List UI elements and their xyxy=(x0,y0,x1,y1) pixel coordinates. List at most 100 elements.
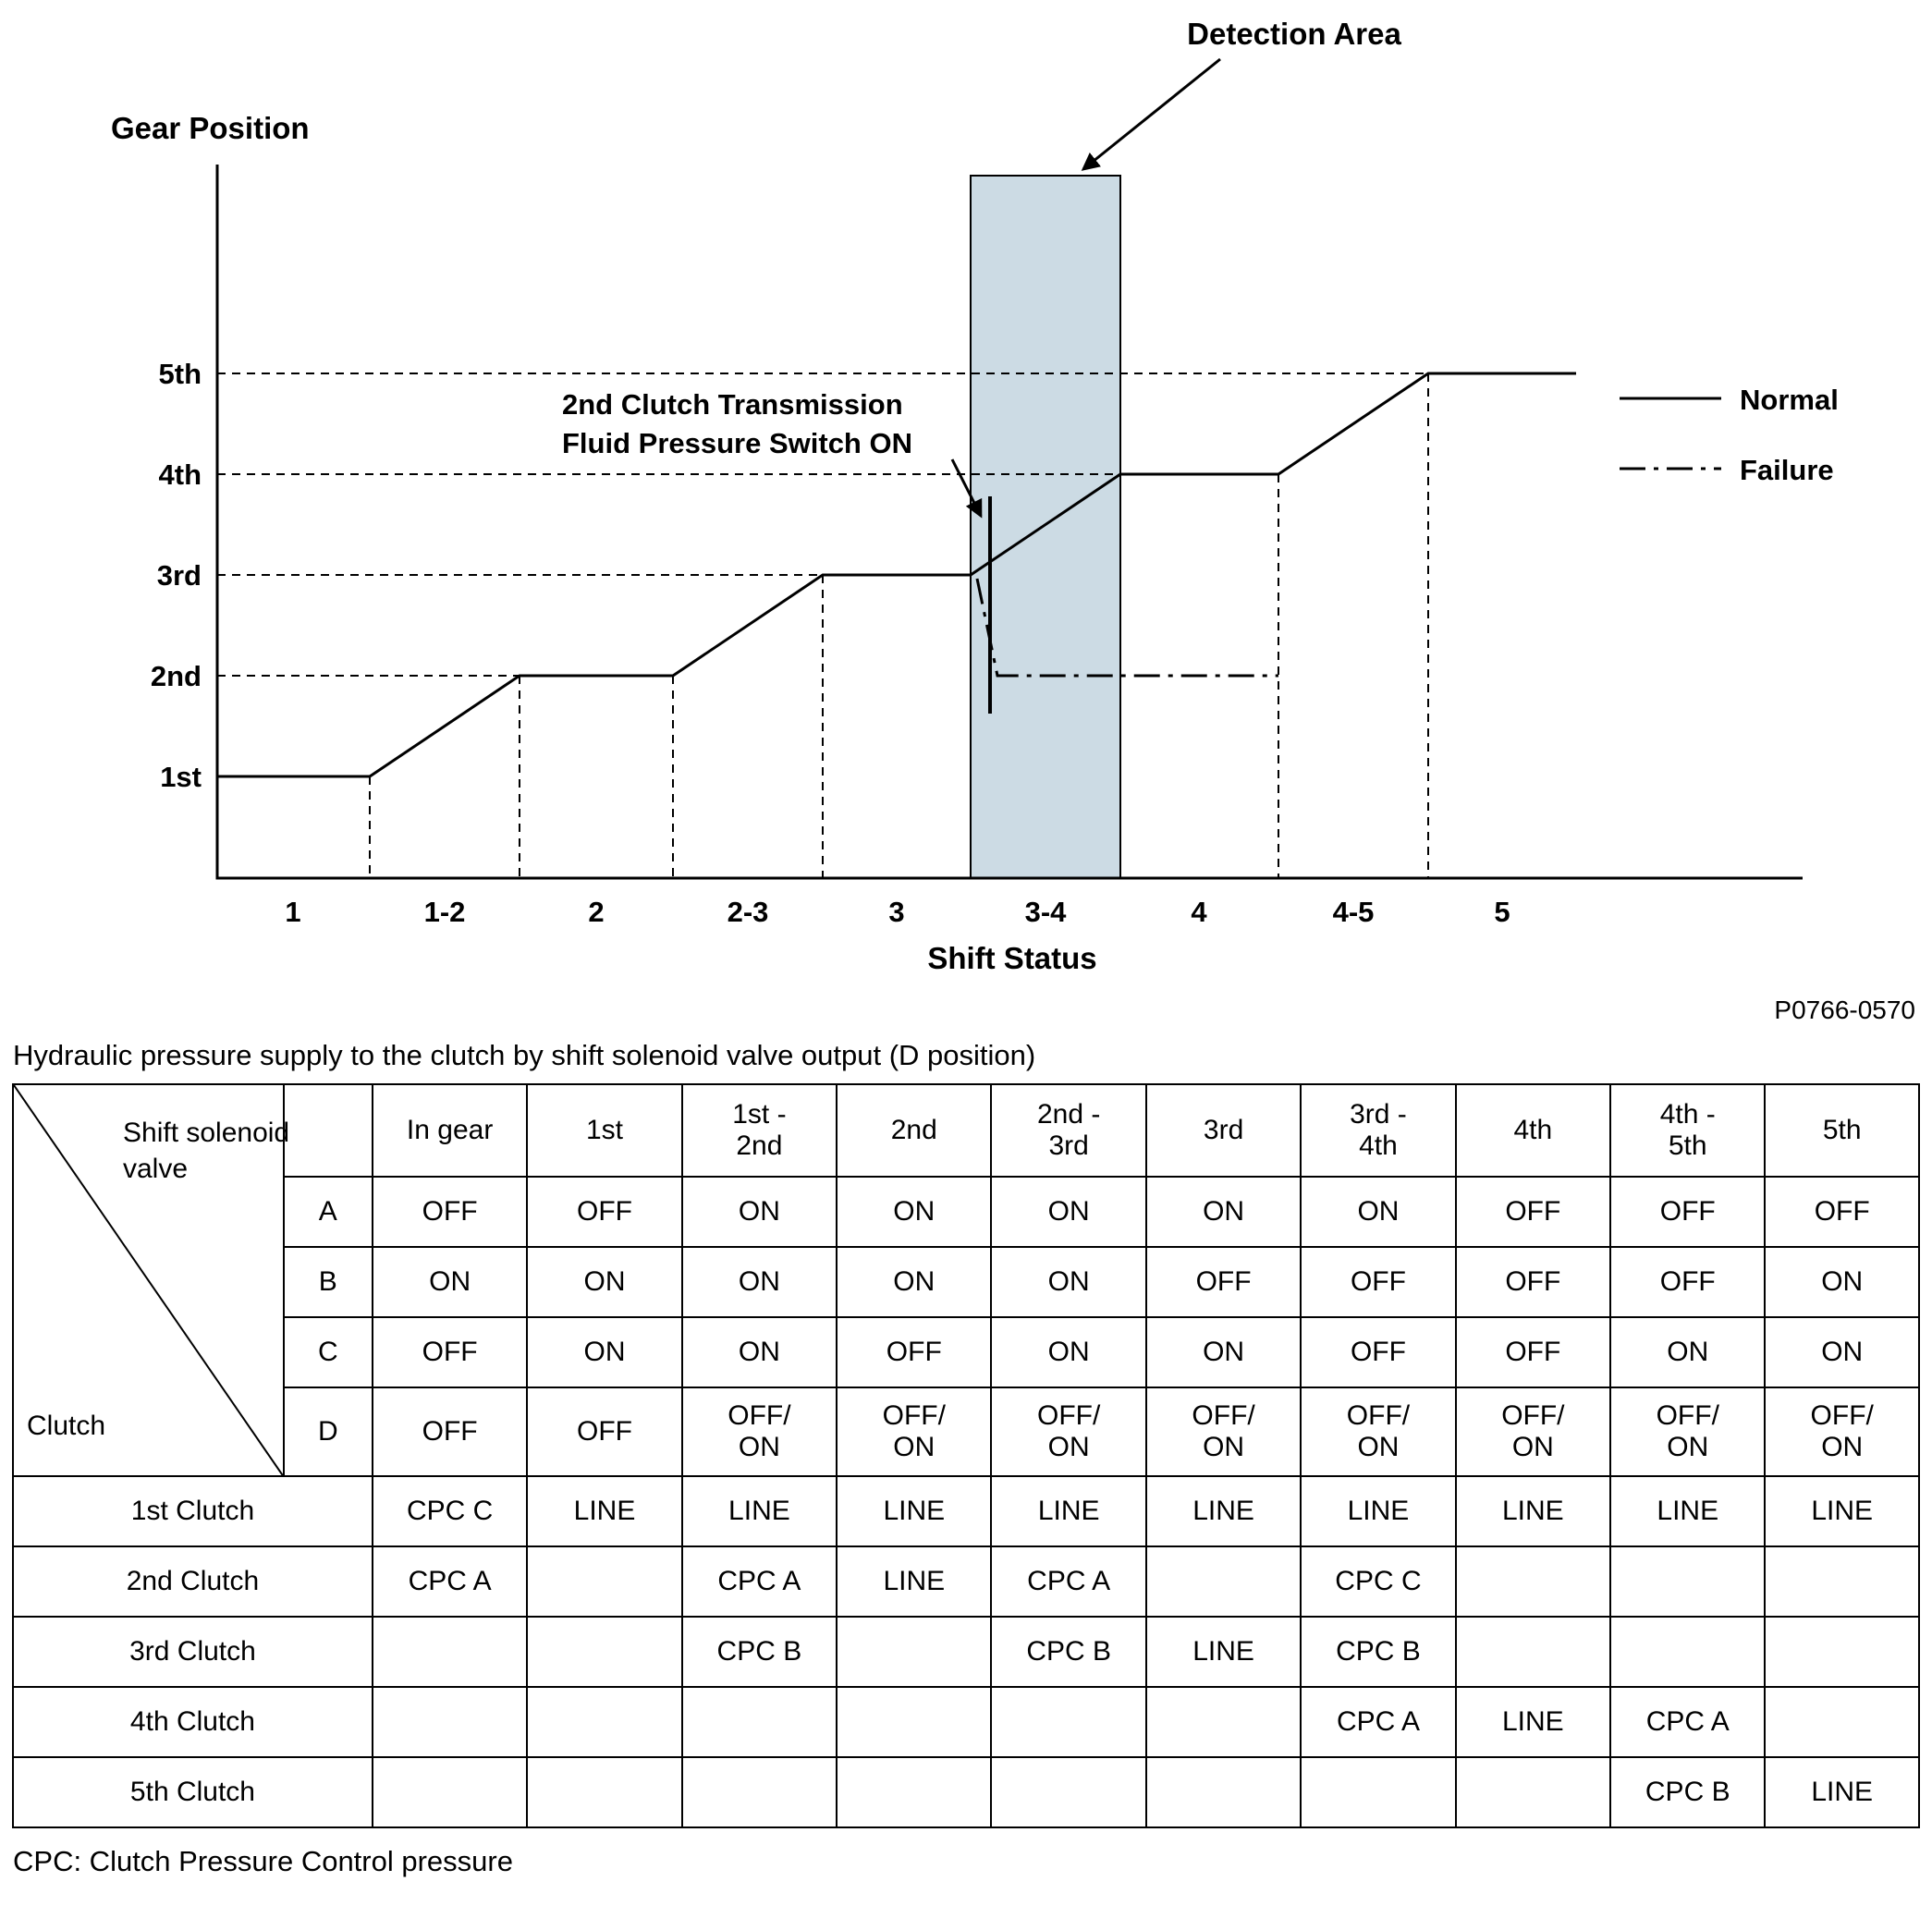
solenoid-valve-state: ON xyxy=(1144,1316,1302,1388)
figure-code: P0766-0570 xyxy=(1774,996,1915,1024)
solenoid-valve-state: ON xyxy=(371,1246,529,1318)
clutch-pressure-cell xyxy=(1300,1756,1457,1828)
shift-status-col-header: 3rd xyxy=(1144,1083,1302,1178)
solenoid-valve-state: OFF xyxy=(1764,1176,1920,1248)
clutch-row-label: 4th Clutch xyxy=(12,1686,373,1758)
solenoid-valve-label: B xyxy=(282,1246,373,1318)
detection-area xyxy=(970,175,1121,879)
clutch-row: 5th Clutch CPC B LINE xyxy=(12,1756,1920,1828)
clutch-pressure-cell: LINE xyxy=(1144,1616,1302,1688)
clutch-pressure-cell xyxy=(526,1616,683,1688)
clutch-pressure-cell xyxy=(990,1686,1147,1758)
clutch-pressure-cell xyxy=(1454,1756,1612,1828)
solenoid-valve-state: OFF xyxy=(1454,1176,1612,1248)
solenoid-valve-state: ON xyxy=(1144,1176,1302,1248)
clutch-pressure-cell: CPC A xyxy=(1609,1686,1767,1758)
solenoid-valve-state: ON xyxy=(836,1176,993,1248)
solenoid-valve-state: ON xyxy=(990,1246,1147,1318)
shift-status-label: Shift Status xyxy=(927,941,1096,975)
solenoid-valve-state: ON xyxy=(990,1176,1147,1248)
clutch-pressure-cell: LINE xyxy=(990,1475,1147,1547)
clutch-pressure-cell xyxy=(1764,1686,1920,1758)
solenoid-valve-state: OFF xyxy=(1454,1246,1612,1318)
clutch-pressure-cell xyxy=(836,1686,993,1758)
clutch-pressure-cell: LINE xyxy=(1609,1475,1767,1547)
clutch-pressure-cell xyxy=(1609,1616,1767,1688)
detection-area-label: Detection Area xyxy=(1187,17,1401,51)
clutch-pressure-cell: CPC B xyxy=(1300,1616,1457,1688)
clutch-table-body: Shift solenoid valve Clutch In gear 1st 1st … xyxy=(12,1083,1920,1828)
clutch-pressure-cell xyxy=(836,1756,993,1828)
shift-status-col-header: 5th xyxy=(1764,1083,1920,1178)
table-corner-cell: Shift solenoid valve Clutch xyxy=(12,1083,289,1477)
clutch-row-label: 5th Clutch xyxy=(12,1756,373,1828)
xtick-5: 5 xyxy=(1494,896,1510,928)
clutch-pressure-cell xyxy=(1609,1545,1767,1618)
clutch-row: 2nd Clutch CPC A CPC A LINE CPC A CPC C xyxy=(12,1545,1920,1618)
solenoid-valve-state: ON xyxy=(1609,1316,1767,1388)
clutch-pressure-cell: LINE xyxy=(680,1475,838,1547)
table-title: Hydraulic pressure supply to the clutch … xyxy=(13,1039,1036,1071)
solenoid-valve-state: OFF/ ON xyxy=(990,1387,1147,1477)
solenoid-valve-state: ON xyxy=(1300,1176,1457,1248)
clutch-pressure-cell xyxy=(1764,1545,1920,1618)
solenoid-valve-state: OFF xyxy=(1609,1176,1767,1248)
solenoid-valve-state: ON xyxy=(680,1176,838,1248)
gear-position-label: Gear Position xyxy=(111,111,310,145)
solenoid-valve-state: OFF/ ON xyxy=(1300,1387,1457,1477)
solenoid-valve-state: OFF xyxy=(836,1316,993,1388)
xtick-2: 2 xyxy=(588,896,604,928)
gear-shift-chart: Normal Failure Detection Area Gear Posit… xyxy=(111,17,1915,1024)
solenoid-valve-state: ON xyxy=(1764,1246,1920,1318)
ytick-1st: 1st xyxy=(160,761,202,793)
corner-label-shift-solenoid-valve: Shift solenoid valve xyxy=(123,1118,290,1184)
solenoid-valve-state: ON xyxy=(990,1316,1147,1388)
xtick-1-2: 1-2 xyxy=(424,896,466,928)
clutch-row-label: 1st Clutch xyxy=(12,1475,373,1547)
clutch-pressure-cell xyxy=(680,1686,838,1758)
annotation-switch-line1: 2nd Clutch Transmission xyxy=(562,388,903,421)
shift-status-col-header: 2nd xyxy=(836,1083,993,1178)
solenoid-valve-state: OFF xyxy=(1454,1316,1612,1388)
clutch-pressure-cell xyxy=(526,1545,683,1618)
solenoid-valve-state: OFF xyxy=(526,1176,683,1248)
clutch-row: 3rd Clutch CPC B CPC B LINE CPC B xyxy=(12,1616,1920,1688)
solenoid-valve-row: C OFF ON ON OFF ON ON OFF OFF ON ON xyxy=(13,1316,1920,1388)
ytick-4th: 4th xyxy=(159,458,202,491)
solenoid-valve-state: OFF xyxy=(371,1316,529,1388)
clutch-pressure-cell: LINE xyxy=(1300,1475,1457,1547)
failure-line xyxy=(975,578,1278,678)
normal-line xyxy=(217,372,1576,778)
clutch-row-label: 2nd Clutch xyxy=(12,1545,373,1618)
clutch-pressure-cell xyxy=(1144,1686,1302,1758)
clutch-pressure-cell xyxy=(836,1616,993,1688)
solenoid-valve-state: ON xyxy=(526,1246,683,1318)
xtick-2-3: 2-3 xyxy=(728,896,769,928)
legend-failure-label: Failure xyxy=(1740,454,1834,486)
clutch-pressure-cell xyxy=(371,1616,529,1688)
solenoid-valve-row: A OFF OFF ON ON ON ON ON OFF OFF OFF xyxy=(13,1176,1920,1248)
shift-status-col-header: 4th - 5th xyxy=(1609,1083,1767,1178)
xtick-4-5: 4-5 xyxy=(1333,896,1375,928)
xtick-3: 3 xyxy=(888,896,904,928)
clutch-pressure-cell xyxy=(1454,1616,1612,1688)
clutch-pressure-cell xyxy=(526,1756,683,1828)
clutch-pressure-cell: CPC B xyxy=(990,1616,1147,1688)
clutch-pressure-cell xyxy=(371,1686,529,1758)
shift-status-col-header: 3rd - 4th xyxy=(1300,1083,1457,1178)
solenoid-valve-row: B ON ON ON ON ON OFF OFF OFF OFF ON xyxy=(13,1246,1920,1318)
shift-status-col-header: 1st xyxy=(526,1083,683,1178)
solenoid-valve-state: OFF xyxy=(1300,1246,1457,1318)
clutch-row: 4th Clutch CPC A LINE CPC A xyxy=(12,1686,1920,1758)
clutch-pressure-cell: LINE xyxy=(526,1475,683,1547)
clutch-pressure-cell: LINE xyxy=(1454,1686,1612,1758)
shift-status-col-header: 4th xyxy=(1454,1083,1612,1178)
xtick-4: 4 xyxy=(1191,896,1207,928)
clutch-pressure-cell: CPC A xyxy=(680,1545,838,1618)
annotation-arrow xyxy=(950,458,983,519)
table-header-row: Shift solenoid valve Clutch In gear 1st 1st … xyxy=(12,1083,1920,1477)
legend-normal-label: Normal xyxy=(1740,384,1839,416)
xtick-3-4: 3-4 xyxy=(1025,896,1068,928)
axes xyxy=(215,165,1803,880)
solenoid-valve-state: ON xyxy=(680,1316,838,1388)
